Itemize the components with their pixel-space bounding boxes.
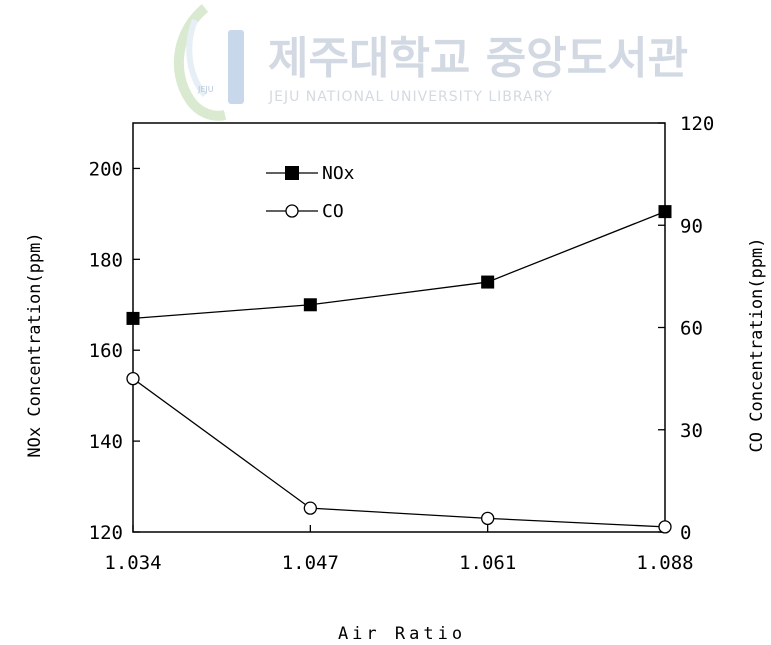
y-axis-label-right: CO Concentration(ppm) — [747, 238, 767, 453]
watermark-subtitle: JEJU NATIONAL UNIVERSITY LIBRARY — [268, 89, 553, 105]
y-right-tick-label: 90 — [680, 215, 703, 237]
data-point-co — [303, 501, 317, 515]
watermark-title: 제주대학교 중앙도서관 — [268, 33, 688, 84]
data-point-co — [658, 520, 672, 534]
y-left-tick-label: 120 — [89, 522, 123, 544]
data-point-nox — [481, 275, 495, 289]
legend-nox: NOx — [266, 163, 355, 184]
legend-co: CO — [266, 201, 344, 222]
plot-frame — [132, 122, 666, 533]
legend: NOx CO — [266, 163, 355, 222]
y-left-tick-label: 140 — [89, 431, 123, 453]
y-left-tick-label: 160 — [89, 340, 123, 362]
x-tick-label: 1.047 — [282, 552, 339, 574]
series-line-co — [132, 378, 666, 528]
y-right-tick-label: 0 — [680, 522, 691, 544]
library-logo: JEJU — [173, 4, 244, 121]
y-right-tick-label: 120 — [680, 113, 714, 135]
y-right-tick-label: 30 — [680, 420, 703, 442]
series-line-nox — [132, 211, 666, 320]
y-axis-label-left: NOx Concentration(ppm) — [25, 232, 45, 457]
data-point-nox — [303, 298, 317, 312]
legend-label-co: CO — [322, 201, 344, 222]
data-point-co — [126, 371, 140, 386]
data-point-nox — [126, 311, 140, 325]
x-axis-label: Air Ratio — [338, 624, 466, 644]
x-tick-label: 1.061 — [459, 552, 516, 574]
x-tick-label: 1.088 — [636, 552, 693, 574]
y-left-tick-label: 200 — [89, 158, 123, 180]
legend-label-nox: NOx — [322, 163, 355, 184]
data-point-co — [481, 511, 495, 526]
y-left-tick-label: 180 — [89, 249, 123, 271]
y-right-tick-label: 60 — [680, 318, 703, 340]
data-point-nox — [658, 205, 672, 219]
x-tick-label: 1.034 — [104, 552, 161, 574]
svg-text:JEJU: JEJU — [197, 85, 214, 94]
